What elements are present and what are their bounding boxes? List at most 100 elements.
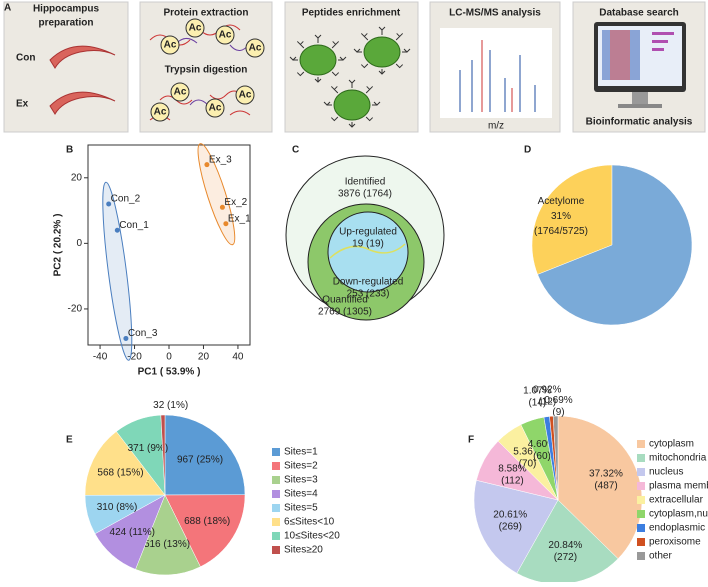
- x-tick-label: -20: [127, 352, 142, 363]
- legend-swatch: [272, 532, 280, 540]
- x-tick-label: 0: [166, 352, 172, 363]
- step-subtitle: Bioinformatic analysis: [586, 117, 693, 128]
- legend-label: mitochondria: [649, 453, 707, 464]
- ac-badge: [215, 25, 235, 45]
- point: [106, 201, 112, 207]
- legend-swatch: [637, 482, 645, 490]
- venn-count: 3876 (1764): [338, 189, 392, 200]
- annotation: (1764/5725): [534, 226, 588, 237]
- point: [204, 162, 210, 168]
- panel-label: B: [66, 145, 73, 156]
- point: [223, 221, 229, 227]
- panel-label: A: [4, 3, 11, 14]
- legend-swatch: [637, 552, 645, 560]
- ac-badge: [235, 85, 255, 105]
- point-label: Con_3: [128, 328, 158, 339]
- value-label: (60): [533, 451, 551, 462]
- value-label: (12): [538, 397, 556, 408]
- antibody: [395, 33, 404, 41]
- legend-label: 10≤Sites<20: [284, 531, 340, 542]
- legend-swatch: [637, 524, 645, 532]
- x-tick-label: 20: [198, 352, 210, 363]
- pie-slice: [135, 494, 201, 576]
- antibody: [360, 63, 369, 69]
- ac-label: Ac: [189, 23, 202, 34]
- legend-label: peroxisome: [649, 537, 701, 548]
- legend-label: endoplasmic reticulum: [649, 523, 708, 534]
- confidence-ellipse: [102, 181, 133, 361]
- legend-label: 6≤Sites<10: [284, 517, 335, 528]
- venn-count: 19 (19): [352, 239, 384, 250]
- percent-label: 20.61%: [493, 509, 527, 520]
- bead: [333, 89, 371, 121]
- pie-slice: [557, 415, 643, 560]
- legend-swatch: [272, 462, 280, 470]
- group-label: Con: [16, 53, 35, 64]
- step-title: Peptides enrichment: [302, 8, 401, 19]
- value-label: 967 (25%): [177, 455, 223, 466]
- value-label: 31%: [551, 211, 571, 222]
- value-label: 688 (18%): [184, 516, 230, 527]
- antibody: [314, 77, 322, 83]
- legend-swatch: [272, 504, 280, 512]
- ac-label: Ac: [209, 103, 222, 114]
- ac-badge: [160, 35, 180, 55]
- antibody: [330, 116, 339, 122]
- y-tick-label: 0: [76, 238, 82, 249]
- percent-label: 37.32%: [589, 468, 623, 479]
- antibody: [365, 86, 374, 94]
- x-tick-label: -40: [93, 352, 108, 363]
- x-axis-title: PC1 ( 53.9% ): [138, 367, 201, 378]
- legend-label: Sites=4: [284, 489, 318, 500]
- pie-slice: [84, 431, 166, 496]
- step-title: Database search: [599, 8, 679, 19]
- bead: [363, 36, 401, 68]
- percent-label: 1.07%: [523, 385, 551, 396]
- value-label: (269): [499, 521, 522, 532]
- legend-swatch: [272, 518, 280, 526]
- percent-label: 20.84%: [548, 540, 582, 551]
- legend-swatch: [272, 476, 280, 484]
- legend-swatch: [272, 448, 280, 456]
- venn-label: Up-regulated: [339, 227, 397, 238]
- ac-label: Ac: [219, 30, 232, 41]
- antibody: [331, 41, 340, 49]
- antibody: [289, 56, 298, 61]
- ac-badge: [170, 82, 190, 102]
- step-subtitle: Trypsin digestion: [165, 65, 248, 76]
- antibody: [314, 34, 322, 43]
- legend-swatch: [637, 496, 645, 504]
- percent-label: 5.36%: [513, 446, 541, 457]
- value-label: 516 (13%): [144, 539, 190, 550]
- y-axis-title: PC2 ( 20.2% ): [53, 214, 64, 277]
- pie-slice: [160, 414, 166, 496]
- legend-label: Sites=3: [284, 475, 318, 486]
- venn-label: Quantified: [322, 295, 368, 306]
- point-label: Con_2: [111, 194, 141, 205]
- pie-slice: [531, 164, 613, 275]
- point-label: Ex_3: [209, 154, 232, 165]
- legend-swatch: [272, 490, 280, 498]
- ac-badge: [245, 38, 265, 58]
- value-label: (272): [554, 552, 577, 563]
- pie-slice: [473, 479, 559, 574]
- point: [114, 227, 120, 233]
- ac-label: Ac: [249, 43, 262, 54]
- legend-label: extracellular: [649, 495, 704, 506]
- antibody: [402, 48, 411, 53]
- antibody: [296, 71, 305, 77]
- antibody: [378, 26, 386, 35]
- percent-label: 0.69%: [544, 395, 572, 406]
- value-label: 310 (8%): [97, 502, 138, 513]
- point: [123, 335, 129, 341]
- y-tick-label: 20: [71, 172, 83, 183]
- pie-slice: [164, 494, 246, 568]
- bead: [299, 44, 337, 76]
- panel-label: F: [468, 435, 474, 446]
- step-title: LC-MS/MS analysis: [449, 8, 541, 19]
- legend-label: Sites=5: [284, 503, 318, 514]
- legend-swatch: [637, 454, 645, 462]
- value-label: 424 (11%): [110, 527, 155, 538]
- antibody: [338, 56, 347, 61]
